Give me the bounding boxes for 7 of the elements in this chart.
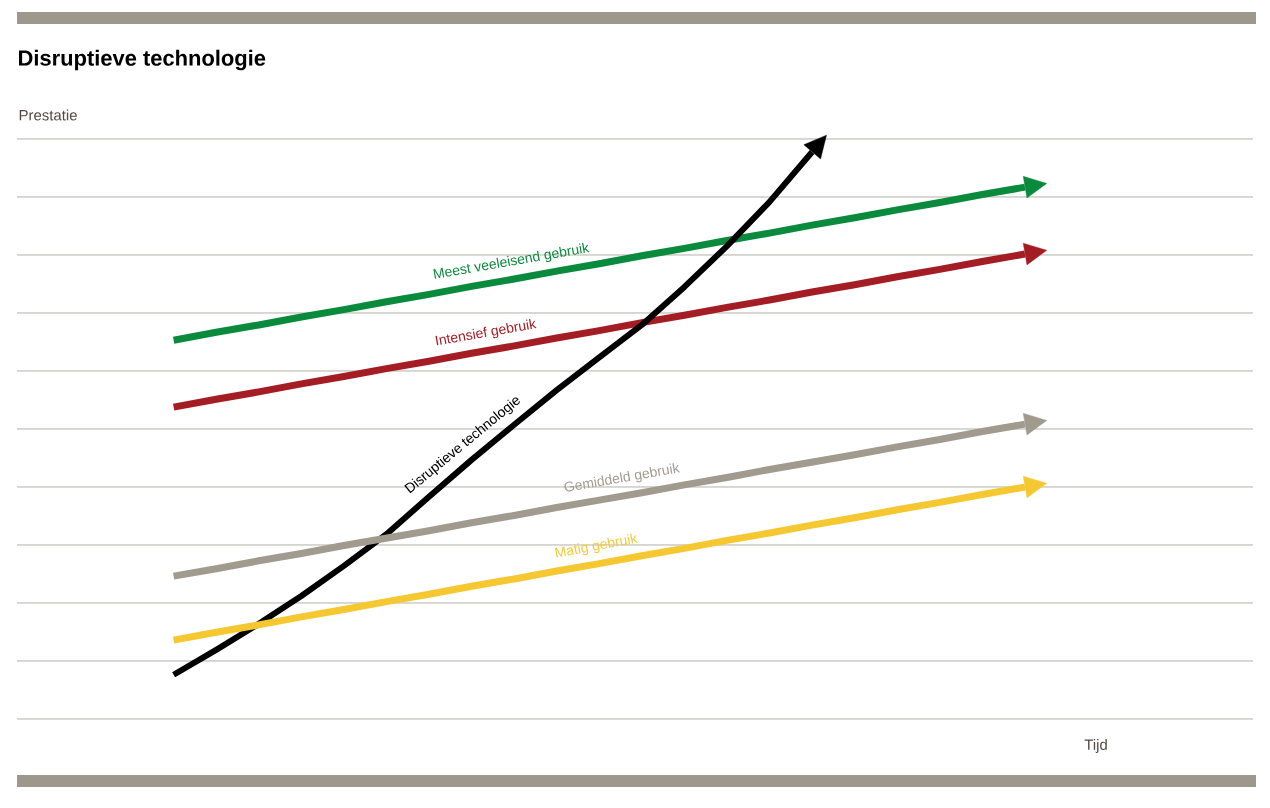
text: Matig gebruik (554, 533, 638, 558)
text: Meest veeleisend gebruik (433, 242, 590, 279)
text: Prestatie (19, 109, 77, 121)
text: Intensief gebruik (435, 318, 537, 346)
chart-title: Disruptieve technologie (19, 49, 266, 71)
text: Gemiddeld gebruik (564, 463, 681, 492)
x-axis-title: Tijd (1084, 739, 1107, 753)
